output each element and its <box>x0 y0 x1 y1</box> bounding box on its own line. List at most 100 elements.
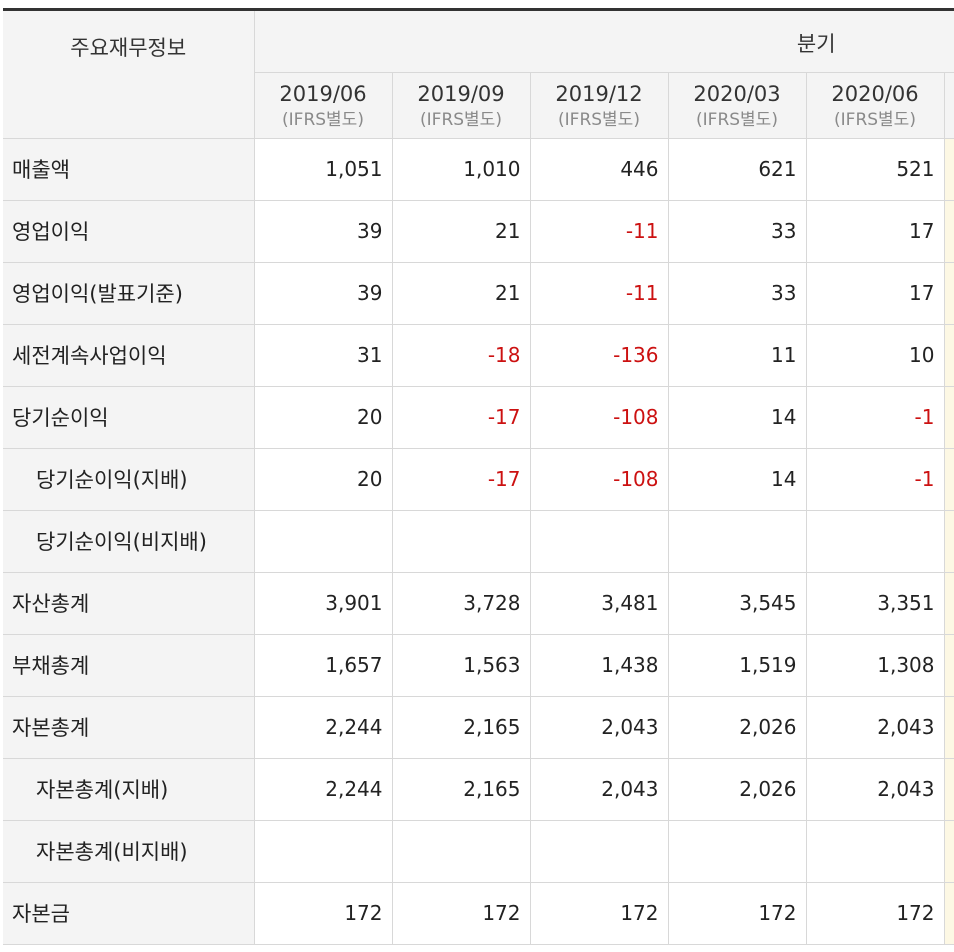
value-cell: 14 <box>668 386 807 449</box>
row-label: 세전계속사업이익 <box>3 324 255 387</box>
row-label: 자본총계(지배) <box>3 758 255 821</box>
row-label: 당기순이익(비지배) <box>3 510 255 573</box>
value-cell: 2,026 <box>668 696 807 759</box>
header-row-group: 주요재무정보 분기 <box>3 11 954 139</box>
table-row: 영업이익(발표기준) 39 21 -11 33 17 <box>3 262 954 325</box>
value-cell: -11 <box>530 200 669 263</box>
value-cell: 2,026 <box>668 758 807 821</box>
value-cell: 2,244 <box>254 758 393 821</box>
row-label: 영업이익(발표기준) <box>3 262 255 325</box>
value-cell: -17 <box>392 386 531 449</box>
value-cell: -136 <box>530 324 669 387</box>
value-cell: 17 <box>806 262 945 325</box>
period-basis: (IFRS별도) <box>558 110 640 130</box>
value-cell <box>254 510 393 573</box>
row-label: 자본금 <box>3 882 255 945</box>
header-edge-cell <box>944 72 954 139</box>
value-cell: 33 <box>668 200 807 263</box>
value-cell: 2,043 <box>806 758 945 821</box>
value-cell: 172 <box>392 882 531 945</box>
table-row: 영업이익 39 21 -11 33 17 <box>3 200 954 263</box>
value-cell: 20 <box>254 448 393 511</box>
value-cell: 446 <box>530 138 669 201</box>
value-cell <box>530 820 669 883</box>
table-row: 세전계속사업이익 31 -18 -136 11 10 <box>3 324 954 387</box>
row-label: 자본총계(비지배) <box>3 820 255 883</box>
value-cell: 17 <box>806 200 945 263</box>
row-label: 매출액 <box>3 138 255 201</box>
row-label: 영업이익 <box>3 200 255 263</box>
value-cell: 39 <box>254 200 393 263</box>
value-cell: 39 <box>254 262 393 325</box>
period-header: 2019/09 (IFRS별도) <box>392 72 531 139</box>
row-edge-cell <box>944 634 954 697</box>
value-cell <box>254 820 393 883</box>
table-row: 자산총계 3,901 3,728 3,481 3,545 3,351 <box>3 572 954 635</box>
row-label: 자산총계 <box>3 572 255 635</box>
header-row-periods: 2019/06 (IFRS별도) 2019/09 (IFRS별도) 2019/12 (… <box>3 72 954 139</box>
period-date: 2019/06 <box>279 82 367 106</box>
value-cell: 2,165 <box>392 696 531 759</box>
value-cell: 31 <box>254 324 393 387</box>
row-edge-cell <box>944 448 954 511</box>
value-cell <box>530 510 669 573</box>
value-cell: 21 <box>392 200 531 263</box>
value-cell: -17 <box>392 448 531 511</box>
table-row: 부채총계 1,657 1,563 1,438 1,519 1,308 <box>3 634 954 697</box>
value-cell: 1,308 <box>806 634 945 697</box>
value-cell: 172 <box>806 882 945 945</box>
value-cell: 2,043 <box>806 696 945 759</box>
row-edge-cell <box>944 386 954 449</box>
table-row: 당기순이익(지배) 20 -17 -108 14 -1 <box>3 448 954 511</box>
row-edge-cell <box>944 572 954 635</box>
value-cell: 21 <box>392 262 531 325</box>
value-cell <box>806 510 945 573</box>
row-edge-cell <box>944 820 954 883</box>
value-cell <box>806 820 945 883</box>
value-cell: 621 <box>668 138 807 201</box>
value-cell: 521 <box>806 138 945 201</box>
value-cell: 172 <box>668 882 807 945</box>
row-edge-cell <box>944 200 954 263</box>
row-label: 당기순이익 <box>3 386 255 449</box>
row-edge-cell <box>944 510 954 573</box>
period-basis: (IFRS별도) <box>834 110 916 130</box>
value-cell <box>392 820 531 883</box>
value-cell: 172 <box>254 882 393 945</box>
value-cell: 3,545 <box>668 572 807 635</box>
table-row: 자본총계(지배) 2,244 2,165 2,043 2,026 2,043 <box>3 758 954 821</box>
row-edge-cell <box>944 696 954 759</box>
value-cell: -108 <box>530 386 669 449</box>
period-date: 2019/12 <box>555 82 643 106</box>
value-cell: 10 <box>806 324 945 387</box>
row-edge-cell <box>944 324 954 387</box>
period-header: 2020/03 (IFRS별도) <box>668 72 807 139</box>
value-cell: 172 <box>530 882 669 945</box>
corner-header: 주요재무정보 <box>3 11 255 139</box>
value-cell: 1,438 <box>530 634 669 697</box>
period-basis: (IFRS별도) <box>282 110 364 130</box>
quarterly-group-header: 분기 <box>254 11 954 73</box>
value-cell: 20 <box>254 386 393 449</box>
row-label: 자본총계 <box>3 696 255 759</box>
value-cell: 3,901 <box>254 572 393 635</box>
value-cell: 3,481 <box>530 572 669 635</box>
value-cell: 1,657 <box>254 634 393 697</box>
row-label: 부채총계 <box>3 634 255 697</box>
value-cell: -1 <box>806 386 945 449</box>
period-basis: (IFRS별도) <box>420 110 502 130</box>
value-cell: 1,563 <box>392 634 531 697</box>
value-cell: 2,043 <box>530 758 669 821</box>
value-cell: -18 <box>392 324 531 387</box>
period-date: 2020/03 <box>693 82 781 106</box>
table-row: 매출액 1,051 1,010 446 621 521 <box>3 138 954 201</box>
table-row: 당기순이익 20 -17 -108 14 -1 <box>3 386 954 449</box>
row-edge-cell <box>944 138 954 201</box>
period-date: 2020/06 <box>831 82 919 106</box>
value-cell <box>668 510 807 573</box>
row-label: 당기순이익(지배) <box>3 448 255 511</box>
period-basis: (IFRS별도) <box>696 110 778 130</box>
table-row: 자본총계 2,244 2,165 2,043 2,026 2,043 <box>3 696 954 759</box>
value-cell: -108 <box>530 448 669 511</box>
financial-summary-table-container: 주요재무정보 분기 2019/06 (IFRS별도) 2019/09 (IFRS별도… <box>3 8 954 952</box>
